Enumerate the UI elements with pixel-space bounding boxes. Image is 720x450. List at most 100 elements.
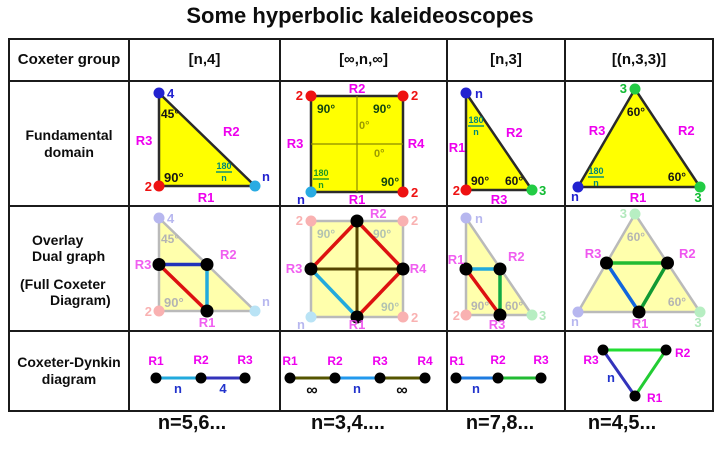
dynkin-diagram-inf-n-inf: R1 R2 R3 R4 ∞ n ∞	[282, 354, 433, 399]
corner-dot-top-left	[305, 90, 317, 102]
angle-label-bottom-right: 90°	[381, 300, 399, 314]
dual-edge-R2-R4	[355, 219, 405, 271]
vertex-dot-bottom-right	[526, 184, 538, 196]
angle-label-bottom-left: 90°	[164, 170, 184, 185]
fundamental-domain-n33-figure: 3 n 3 60° 60° 180 n R3 R2 R1	[571, 82, 706, 205]
vertex-label-bottom-left: n	[571, 314, 579, 329]
vertex-label-top: 4	[167, 211, 175, 226]
angle-label-bottom-right: 60°	[505, 299, 523, 313]
angle-label-zero-2: 0°	[374, 148, 385, 160]
vertex-dot-bottom-left	[460, 309, 472, 321]
mirror-label-R1: R1	[349, 192, 366, 205]
fundamental-domain-n4-figure: 4 2 n 45° 90° 180 n R3 R2 R1	[136, 86, 270, 205]
vertex-dot-top	[629, 208, 641, 220]
dual-edge-R3-R1	[605, 262, 641, 313]
corner-dot-bottom-right	[397, 186, 409, 198]
dynkin-node-label-R3: R3	[237, 353, 253, 367]
vertex-label-bottom-left: 2	[145, 179, 152, 194]
dynkin-edge-label-n: n	[472, 381, 480, 396]
corner-label-bottom-left: n	[297, 192, 305, 205]
vertex-label-bottom-right: 3	[539, 183, 546, 198]
dynkin-node-label-R2: R2	[490, 353, 506, 367]
fundamental-domain-n3-figure: n 2 3 180 n R1 R2 90° 60° R3	[449, 86, 547, 205]
vertex-dot-bottom-left	[572, 181, 584, 193]
dual-node-label-R1: R1	[349, 317, 366, 330]
dual-node-label-R1: R1	[448, 252, 464, 267]
dynkin-edge-label-n: n	[353, 381, 361, 396]
vertex-dot-top	[629, 83, 641, 95]
angle-label-bottom-right: 60°	[668, 295, 686, 309]
dual-node-R2	[661, 256, 674, 270]
header-group-n4: [n,4]	[130, 40, 281, 82]
vertex-dot-bottom-right	[694, 306, 706, 318]
triangle-shape	[157, 91, 257, 188]
angle-label-top-right: 90°	[373, 102, 391, 116]
overlay-label-line3: (Full Coxeter	[20, 276, 106, 292]
fundamental-domain-square-figure: 2 R2 2 90° 90° 0° 0° R3 R4 90° 180 n n R…	[287, 82, 425, 205]
angle-label-top-right: 90°	[373, 227, 391, 241]
footer-n-values-inf-n-inf: n=3,4....	[311, 412, 385, 434]
dynkin-node-label-R2: R2	[193, 353, 209, 367]
vertex-label-top: 3	[620, 207, 627, 221]
dynkin-node-R4	[419, 372, 431, 384]
dual-node-label-R2: R2	[220, 247, 237, 262]
angle-fraction-denominator: n	[473, 127, 479, 137]
cell-fundamental-n4: 4 2 n 45° 90° 180 n R3 R2 R1	[130, 82, 281, 207]
dual-node-R3	[304, 262, 318, 276]
angle-label-bottom-left: 90°	[164, 295, 184, 310]
angle-fraction-numerator: 180	[468, 115, 483, 125]
dynkin-node-label-R2: R2	[327, 354, 343, 368]
corner-label-bottom-right: 2	[411, 185, 418, 200]
page-title: Some hyperbolic kaleideoscopes	[186, 3, 534, 28]
overlay-dual-graph-n33-figure: 3 n 3 60° 60° R3 R2 R1	[571, 207, 706, 330]
dynkin-node-R2	[329, 372, 341, 384]
dynkin-node-label-R3: R3	[583, 353, 599, 367]
vertex-dot-bottom-left	[572, 306, 584, 318]
cell-fundamental-inf-n-inf: 2 R2 2 90° 90° 0° 0° R3 R4 90° 180 n n R…	[281, 82, 448, 207]
vertex-label-top: n	[475, 211, 483, 226]
corner-label-top-right: 2	[411, 88, 418, 103]
dual-node-label-R4: R4	[410, 261, 427, 276]
angle-label-bottom-left: 90°	[471, 299, 489, 313]
dynkin-diagram-n33: R3 R2 R1 n	[583, 344, 691, 405]
cell-fundamental-n33: 3 n 3 60° 60° 180 n R3 R2 R1	[566, 82, 712, 207]
dynkin-edge-label-infinity-1: ∞	[306, 382, 317, 399]
dual-node-label-R1: R1	[632, 316, 649, 330]
mirror-label-R2: R2	[349, 82, 366, 96]
header-group-n3: [n,3]	[448, 40, 566, 82]
row-label-overlay: Overlay Dual graph (Full Coxeter Diagram…	[10, 207, 130, 332]
dual-edge-R2-R3	[309, 219, 359, 271]
vertex-label-bottom-right: 3	[694, 190, 701, 205]
dynkin-node-R3	[535, 372, 547, 384]
corner-dot-bottom-right	[397, 311, 409, 323]
vertex-label-bottom-left: 2	[145, 304, 152, 319]
dual-node-label-R1: R1	[199, 315, 216, 330]
dynkin-node-label-R3: R3	[372, 354, 388, 368]
angle-fraction-denominator: n	[318, 180, 324, 190]
vertex-label-top: 4	[167, 86, 175, 101]
triangle-shape	[576, 87, 702, 189]
mirror-label-R2: R2	[678, 123, 695, 138]
corner-label-top-left: 2	[296, 88, 303, 103]
dynkin-edge-R2-R1	[633, 349, 668, 397]
dual-node-label-R3: R3	[286, 261, 303, 276]
dynkin-edge-label-4: 4	[219, 381, 227, 396]
dynkin-node-label-R1: R1	[282, 354, 298, 368]
cell-overlay-n33: 3 n 3 60° 60° R3 R2 R1	[566, 207, 712, 332]
vertex-label-bottom-left: 2	[453, 308, 460, 323]
angle-label-bottom-right: 90°	[381, 175, 399, 189]
dual-edge-R3-R1	[309, 267, 359, 319]
dynkin-node-label-R4: R4	[417, 354, 433, 368]
dynkin-diagram-n4: R1 R2 R3 n 4	[148, 353, 253, 396]
coxeter-table: Coxeter group [n,4] [∞,n,∞] [n,3] [(n,3,…	[8, 38, 714, 412]
angle-fraction-numerator: 180	[313, 168, 328, 178]
angle-fraction-denominator: n	[221, 173, 227, 183]
angle-label-top-left: 90°	[317, 102, 335, 116]
mirror-label-R2: R2	[506, 125, 523, 140]
vertex-dot-top	[153, 87, 165, 99]
mirror-label-R3: R3	[136, 133, 153, 148]
corner-label-top-left: 2	[296, 213, 303, 228]
mirror-label-R3: R3	[287, 136, 304, 151]
angle-fraction-numerator: 180	[588, 166, 603, 176]
cell-dynkin-inf-n-inf: R1 R2 R3 R4 ∞ n ∞	[281, 332, 448, 410]
